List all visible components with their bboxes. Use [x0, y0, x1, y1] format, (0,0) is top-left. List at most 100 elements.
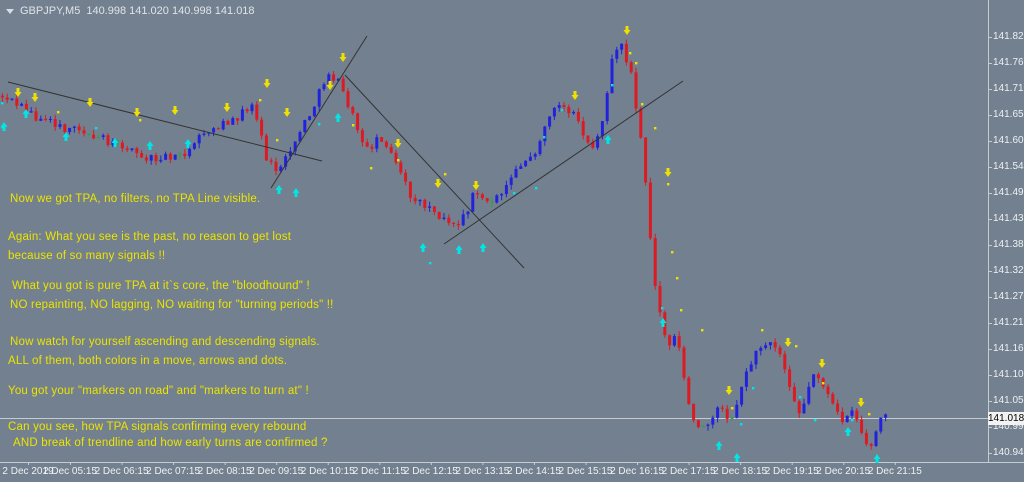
sell-signal-arrow-icon: [472, 181, 480, 190]
candle-body: [370, 146, 374, 149]
trendline-object[interactable]: [443, 80, 684, 245]
buy-signal-arrow-icon: [455, 245, 463, 254]
candle-body: [768, 342, 772, 346]
candlestick-series: [0, 39, 888, 450]
price-axis-label: 141.710: [993, 83, 1024, 94]
candle-body: [624, 43, 628, 63]
candle-body: [255, 104, 259, 120]
candle-body: [39, 118, 43, 121]
yellow-signal-dot-icon: [370, 167, 373, 170]
candle-body: [879, 417, 883, 432]
candle-body: [82, 130, 86, 134]
price-axis-label: 140.940: [993, 447, 1024, 458]
chart-annotation-text: ALL of them, both colors in a move, arro…: [8, 355, 288, 367]
current-price-tag: 141.018: [988, 412, 1024, 425]
candle-body: [653, 238, 657, 286]
candle-body: [687, 377, 691, 404]
yellow-signal-dot-icon: [761, 329, 764, 332]
candle-body: [173, 154, 177, 160]
candle-body: [591, 142, 595, 148]
candle-body: [317, 89, 321, 107]
candle-body: [428, 206, 432, 208]
candle-body: [855, 410, 859, 420]
candle-body: [197, 134, 201, 144]
candle-body: [552, 107, 556, 117]
buy-signal-arrow-icon: [275, 185, 283, 194]
candle-body: [72, 126, 76, 128]
yellow-signal-dot-icon: [795, 345, 798, 348]
candle-body: [375, 137, 379, 149]
candle-body: [312, 106, 316, 117]
candle-body: [797, 401, 801, 414]
cyan-signal-dot-icon: [535, 187, 538, 190]
candle-body: [572, 111, 576, 114]
candle-body: [543, 126, 547, 142]
candle-body: [87, 133, 91, 135]
buy-signal-arrow-icon: [146, 141, 154, 150]
price-axis-label: 141.490: [993, 187, 1024, 198]
sell-signal-arrow-icon: [434, 179, 442, 188]
candle-body: [327, 74, 331, 85]
candle-body: [749, 364, 753, 372]
trendline-object[interactable]: [344, 74, 525, 269]
yellow-signal-dot-icon: [676, 277, 679, 280]
candle-body: [58, 124, 62, 127]
buy-signal-arrow-icon: [419, 243, 427, 252]
candle-body: [308, 116, 312, 120]
trendline-object[interactable]: [7, 81, 323, 162]
candle-body: [303, 119, 307, 133]
yellow-signal-dot-icon: [667, 183, 670, 186]
sell-signal-arrow-icon: [623, 26, 631, 35]
time-axis-label: 2 Dec 15:15: [558, 466, 613, 477]
candle-body: [816, 374, 820, 379]
candle-body: [725, 408, 729, 419]
price-axis-label: 141.325: [993, 265, 1024, 276]
candle-body: [744, 371, 748, 387]
buy-signal-arrow-icon: [844, 427, 852, 436]
candle-body: [226, 120, 230, 125]
buy-signal-arrow-icon: [715, 441, 723, 450]
chart-annotation-text: AND break of trendline and how early tur…: [13, 437, 328, 449]
candle-body: [730, 417, 734, 419]
candle-body: [754, 350, 758, 365]
candle-body: [639, 108, 643, 138]
candle-body: [807, 386, 811, 404]
candle-body: [125, 148, 129, 150]
candle-body: [711, 417, 715, 425]
candle-body: [154, 155, 158, 162]
candle-body: [668, 335, 672, 346]
candle-body: [24, 103, 28, 113]
candle-body: [346, 91, 350, 108]
buy-signal-arrow-icon: [62, 132, 70, 141]
buy-signal-arrow-icon: [0, 122, 8, 131]
sell-signal-arrow-icon: [339, 53, 347, 62]
candle-body: [240, 109, 244, 121]
time-axis-label: 2 Dec 2019: [2, 466, 54, 477]
trendline-object[interactable]: [270, 35, 368, 189]
candle-body: [106, 135, 110, 145]
candle-body: [365, 142, 369, 147]
sell-signal-arrow-icon: [857, 398, 865, 407]
candle-body: [212, 128, 216, 133]
candle-body: [432, 206, 436, 212]
candle-body: [68, 127, 72, 132]
buy-signal-arrow-icon: [334, 113, 342, 122]
price-axis-label: 141.600: [993, 135, 1024, 146]
candle-body: [341, 78, 345, 92]
candle-body: [557, 105, 561, 108]
sell-signal-arrow-icon: [14, 88, 22, 97]
price-axis-label: 141.655: [993, 109, 1024, 120]
candle-body: [332, 74, 336, 81]
candle-body: [447, 217, 451, 223]
candle-body: [408, 181, 412, 199]
time-axis-label: 2 Dec 09:15: [249, 466, 304, 477]
cyan-signal-dot-icon: [429, 262, 432, 265]
price-axis-label: 141.435: [993, 213, 1024, 224]
candle-body: [658, 285, 662, 313]
candle-body: [538, 141, 542, 155]
yellow-signal-dot-icon: [731, 407, 734, 410]
chart-dropdown-icon[interactable]: [6, 8, 14, 14]
candle-body: [279, 166, 283, 172]
cyan-signal-dot-icon: [740, 423, 743, 426]
